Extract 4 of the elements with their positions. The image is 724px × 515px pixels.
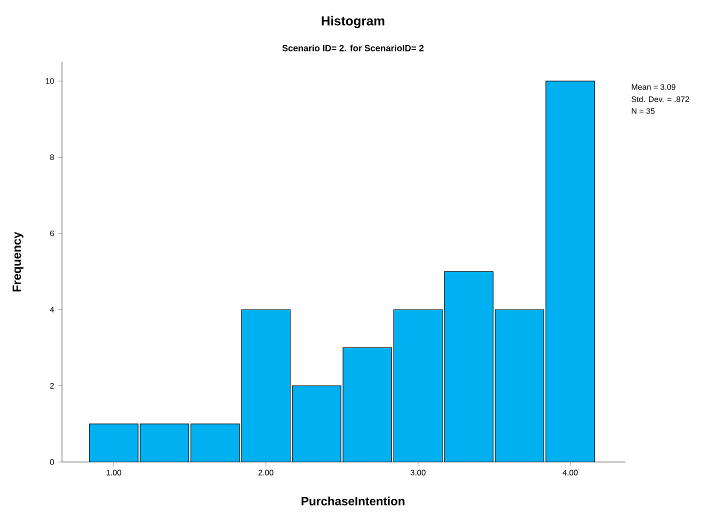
x-axis-title: PurchaseIntention [302, 496, 404, 506]
y-axis-title: Frequency [12, 232, 24, 292]
chart-title: Histogram [322, 16, 384, 28]
chart-subtitle: Scenario ID= 2. for ScenarioID= 2 [282, 44, 424, 52]
